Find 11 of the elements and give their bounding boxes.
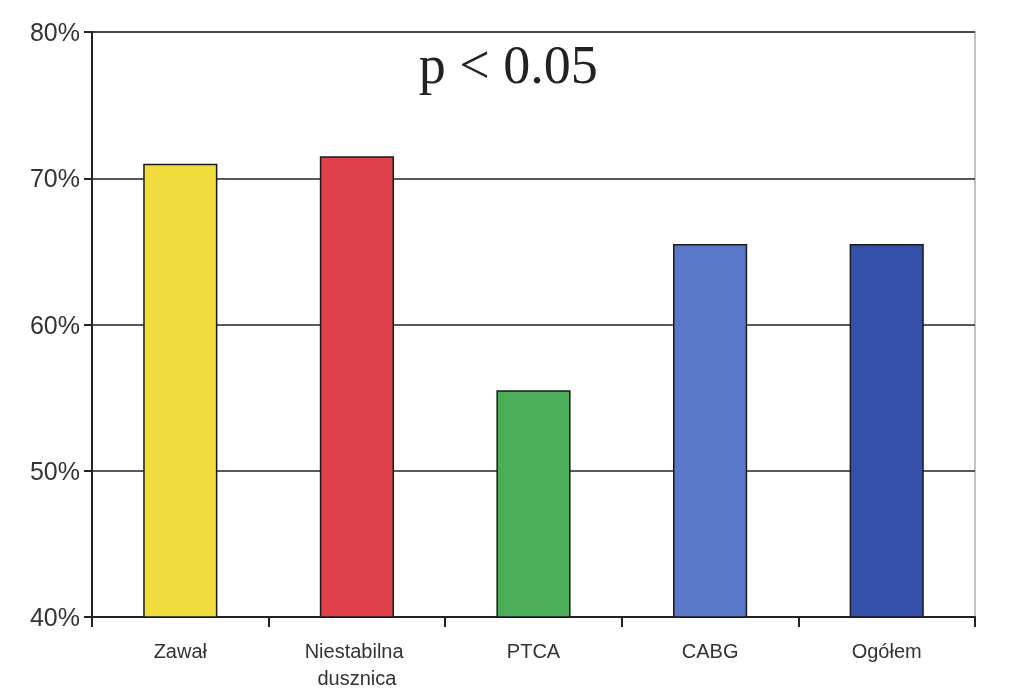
- x-tick-label: Zawał: [153, 639, 208, 662]
- annotation: p < 0.05: [418, 35, 598, 95]
- y-tick-label: 50%: [29, 456, 80, 485]
- y-tick-label: 40%: [29, 603, 80, 631]
- x-tick-label: CABG: [681, 639, 739, 662]
- y-tick-label: 70%: [29, 164, 80, 193]
- y-tick-label: 80%: [29, 18, 80, 46]
- x-tick-label: PTCA: [506, 639, 561, 662]
- y-tick-label: 60%: [29, 310, 80, 339]
- x-tick-label: Ogółem: [851, 639, 922, 662]
- x-tick-label: Niestabilna dusznica: [304, 639, 410, 689]
